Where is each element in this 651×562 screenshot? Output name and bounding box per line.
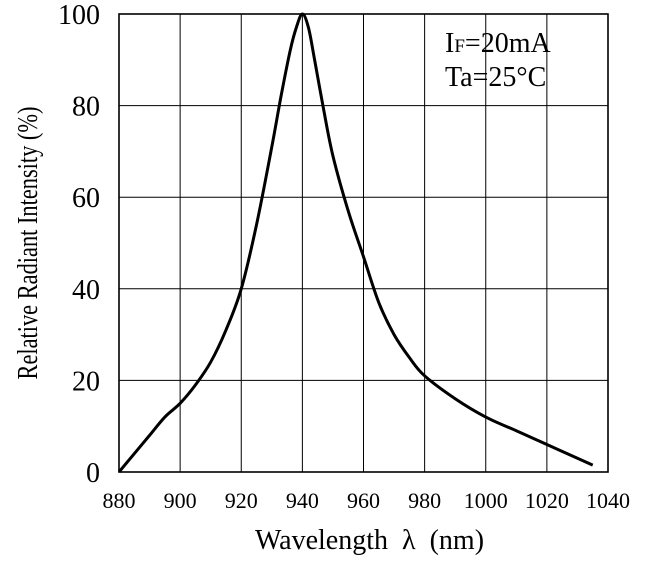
x-tick-label: 1000	[464, 488, 508, 513]
spectrum-curve	[117, 12, 594, 473]
y-tick-label: 60	[72, 183, 100, 214]
annotation-current-symbol: I	[445, 28, 454, 59]
series-layer	[117, 12, 594, 473]
y-tick-label: 100	[58, 0, 100, 31]
x-tick-labels: 880 900 920 940 960 980 1000 1020 1040	[103, 488, 631, 513]
x-tick-label: 920	[225, 488, 258, 513]
x-tick-label: 1040	[586, 488, 630, 513]
annotation-current: IF=20mA	[445, 28, 551, 59]
x-tick-label: 880	[103, 488, 136, 513]
y-tick-label: 20	[72, 366, 100, 397]
annotation-temperature: Ta=25°C	[445, 62, 546, 93]
x-axis-title: Wavelength λ (nm)	[255, 525, 484, 556]
conditions-annotation: IF=20mA Ta=25°C	[445, 28, 551, 93]
y-axis-title: Relative Radiant Intensity (%)	[13, 107, 44, 380]
x-tick-label: 900	[164, 488, 197, 513]
annotation-current-subscript: F	[454, 36, 465, 57]
x-tick-label: 940	[286, 488, 319, 513]
x-tick-label: 960	[347, 488, 380, 513]
plot-frame	[118, 13, 609, 473]
annotation-current-value: =20mA	[465, 28, 552, 59]
y-tick-label: 40	[72, 275, 100, 306]
x-tick-label: 980	[408, 488, 441, 513]
y-tick-label: 80	[72, 92, 100, 123]
y-tick-labels: 0 20 40 60 80 100	[58, 0, 100, 489]
y-tick-label: 0	[86, 458, 100, 489]
x-tick-label: 1020	[525, 488, 569, 513]
